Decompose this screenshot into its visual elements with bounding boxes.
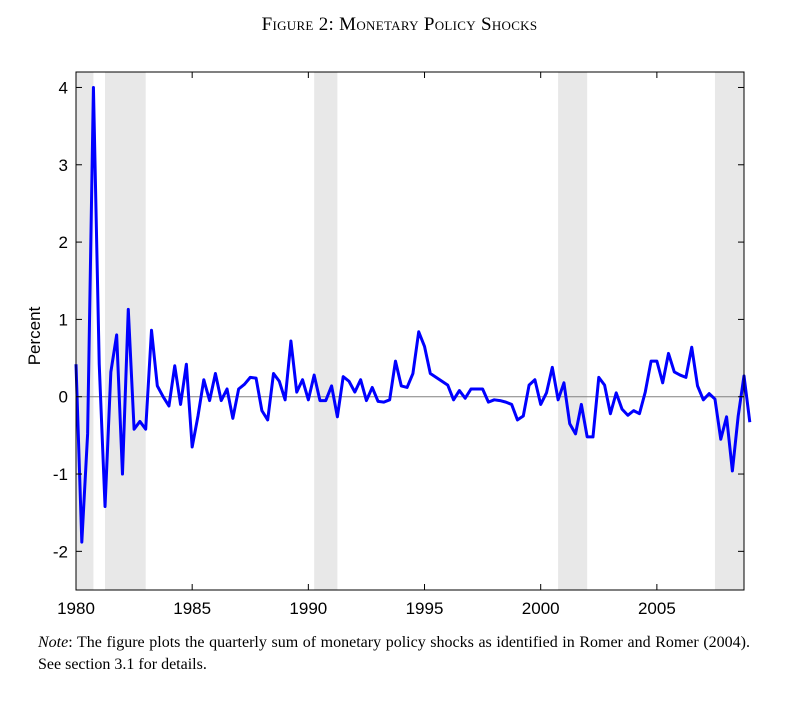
y-tick-label: -1 [53,465,68,484]
y-tick-label: 0 [59,388,68,407]
y-tick-label: 1 [59,310,68,329]
axis-ticks [75,72,744,590]
figure-note: Note: The figure plots the quarterly sum… [38,632,750,676]
recession-band [714,72,744,590]
x-tick-label: 1980 [57,599,95,618]
x-tick-label: 1985 [173,599,211,618]
note-text: : The figure plots the quarterly sum of … [38,634,750,673]
plot-frame [75,71,745,591]
y-tick-label: -2 [53,542,68,561]
y-tick-label: 3 [59,156,68,175]
figure-title: Figure 2: Monetary Policy Shocks [261,14,538,35]
shock-series-line [74,85,752,544]
tick-labels: -2 -1 0 1 2 3 4 1980 1985 1990 1995 2000 2005 [53,78,676,618]
recession-band [558,72,588,590]
x-tick-label: 1995 [406,599,444,618]
y-tick-label: 4 [59,78,68,97]
recession-bands [76,72,744,590]
recession-band [314,72,338,590]
recession-band [105,72,146,590]
x-tick-label: 2005 [638,599,676,618]
note-label: Note [38,634,69,651]
x-tick-label: 1990 [289,599,327,618]
y-axis-label: Percent [25,306,44,365]
x-tick-label: 2000 [522,599,560,618]
y-tick-label: 2 [59,233,68,252]
monetary-shocks-chart: -2 -1 0 1 2 3 4 1980 1985 1990 1995 2000 2005 Percen… [25,71,752,618]
